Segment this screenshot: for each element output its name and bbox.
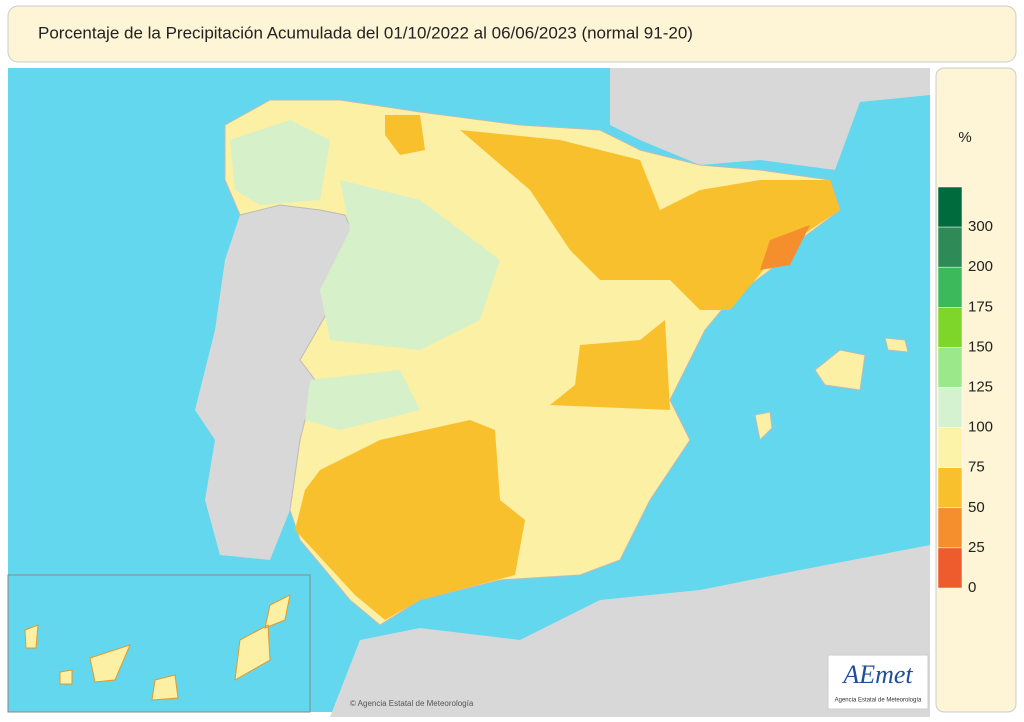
legend-tick-label: 50 bbox=[968, 499, 985, 516]
logo: AEmet bbox=[841, 660, 913, 689]
title-box bbox=[7, 5, 1017, 63]
asturias-orange bbox=[385, 115, 425, 155]
legend-swatch bbox=[937, 186, 963, 228]
legend-swatch bbox=[937, 427, 963, 468]
legend-swatch bbox=[937, 387, 963, 428]
title: Porcentaje de la Precipitación Acumulada… bbox=[38, 23, 693, 42]
valencia-orange bbox=[550, 320, 670, 410]
legend-tick-label: 300 bbox=[968, 218, 993, 235]
menorca bbox=[884, 337, 909, 353]
castilla-green bbox=[320, 180, 500, 350]
logo-box bbox=[827, 654, 929, 710]
legend-tick-label: 200 bbox=[968, 258, 993, 275]
legend-tick-label: 75 bbox=[968, 459, 985, 476]
legend-tick-label: 25 bbox=[968, 539, 985, 556]
legend-swatch bbox=[937, 467, 963, 509]
legend-swatch bbox=[937, 547, 963, 589]
legend-swatch bbox=[937, 347, 963, 388]
andalusia-orange bbox=[295, 420, 525, 620]
extremadura-green bbox=[305, 370, 420, 430]
legend-swatch bbox=[937, 507, 963, 549]
legend: 300 200 175 150 125 100 75 50 25 0 bbox=[937, 186, 993, 596]
legend-swatch bbox=[937, 226, 963, 268]
ibiza bbox=[754, 411, 773, 442]
map: © Agencia Estatal de Meteorología AEmet … bbox=[7, 68, 930, 717]
legend-tick-label: 175 bbox=[968, 298, 993, 315]
ebro-orange bbox=[460, 130, 840, 310]
credit: © Agencia Estatal de Meteorología bbox=[350, 699, 474, 708]
legend-swatch bbox=[937, 307, 963, 348]
legend-tick-label: 100 bbox=[968, 419, 993, 436]
mallorca bbox=[814, 349, 866, 391]
france bbox=[610, 68, 930, 170]
legend-title: % bbox=[958, 129, 971, 146]
legend-tick-label: 0 bbox=[968, 579, 976, 596]
catalonia-dry bbox=[760, 225, 810, 270]
legend-swatch bbox=[937, 266, 963, 308]
legend-tick-label: 150 bbox=[968, 338, 993, 355]
galicia-green bbox=[230, 120, 330, 205]
legend-tick-label: 125 bbox=[968, 378, 993, 395]
africa bbox=[330, 545, 930, 717]
canary-islands bbox=[24, 594, 291, 701]
logo-subtitle: Agencia Estatal de Meteorología bbox=[835, 698, 922, 704]
